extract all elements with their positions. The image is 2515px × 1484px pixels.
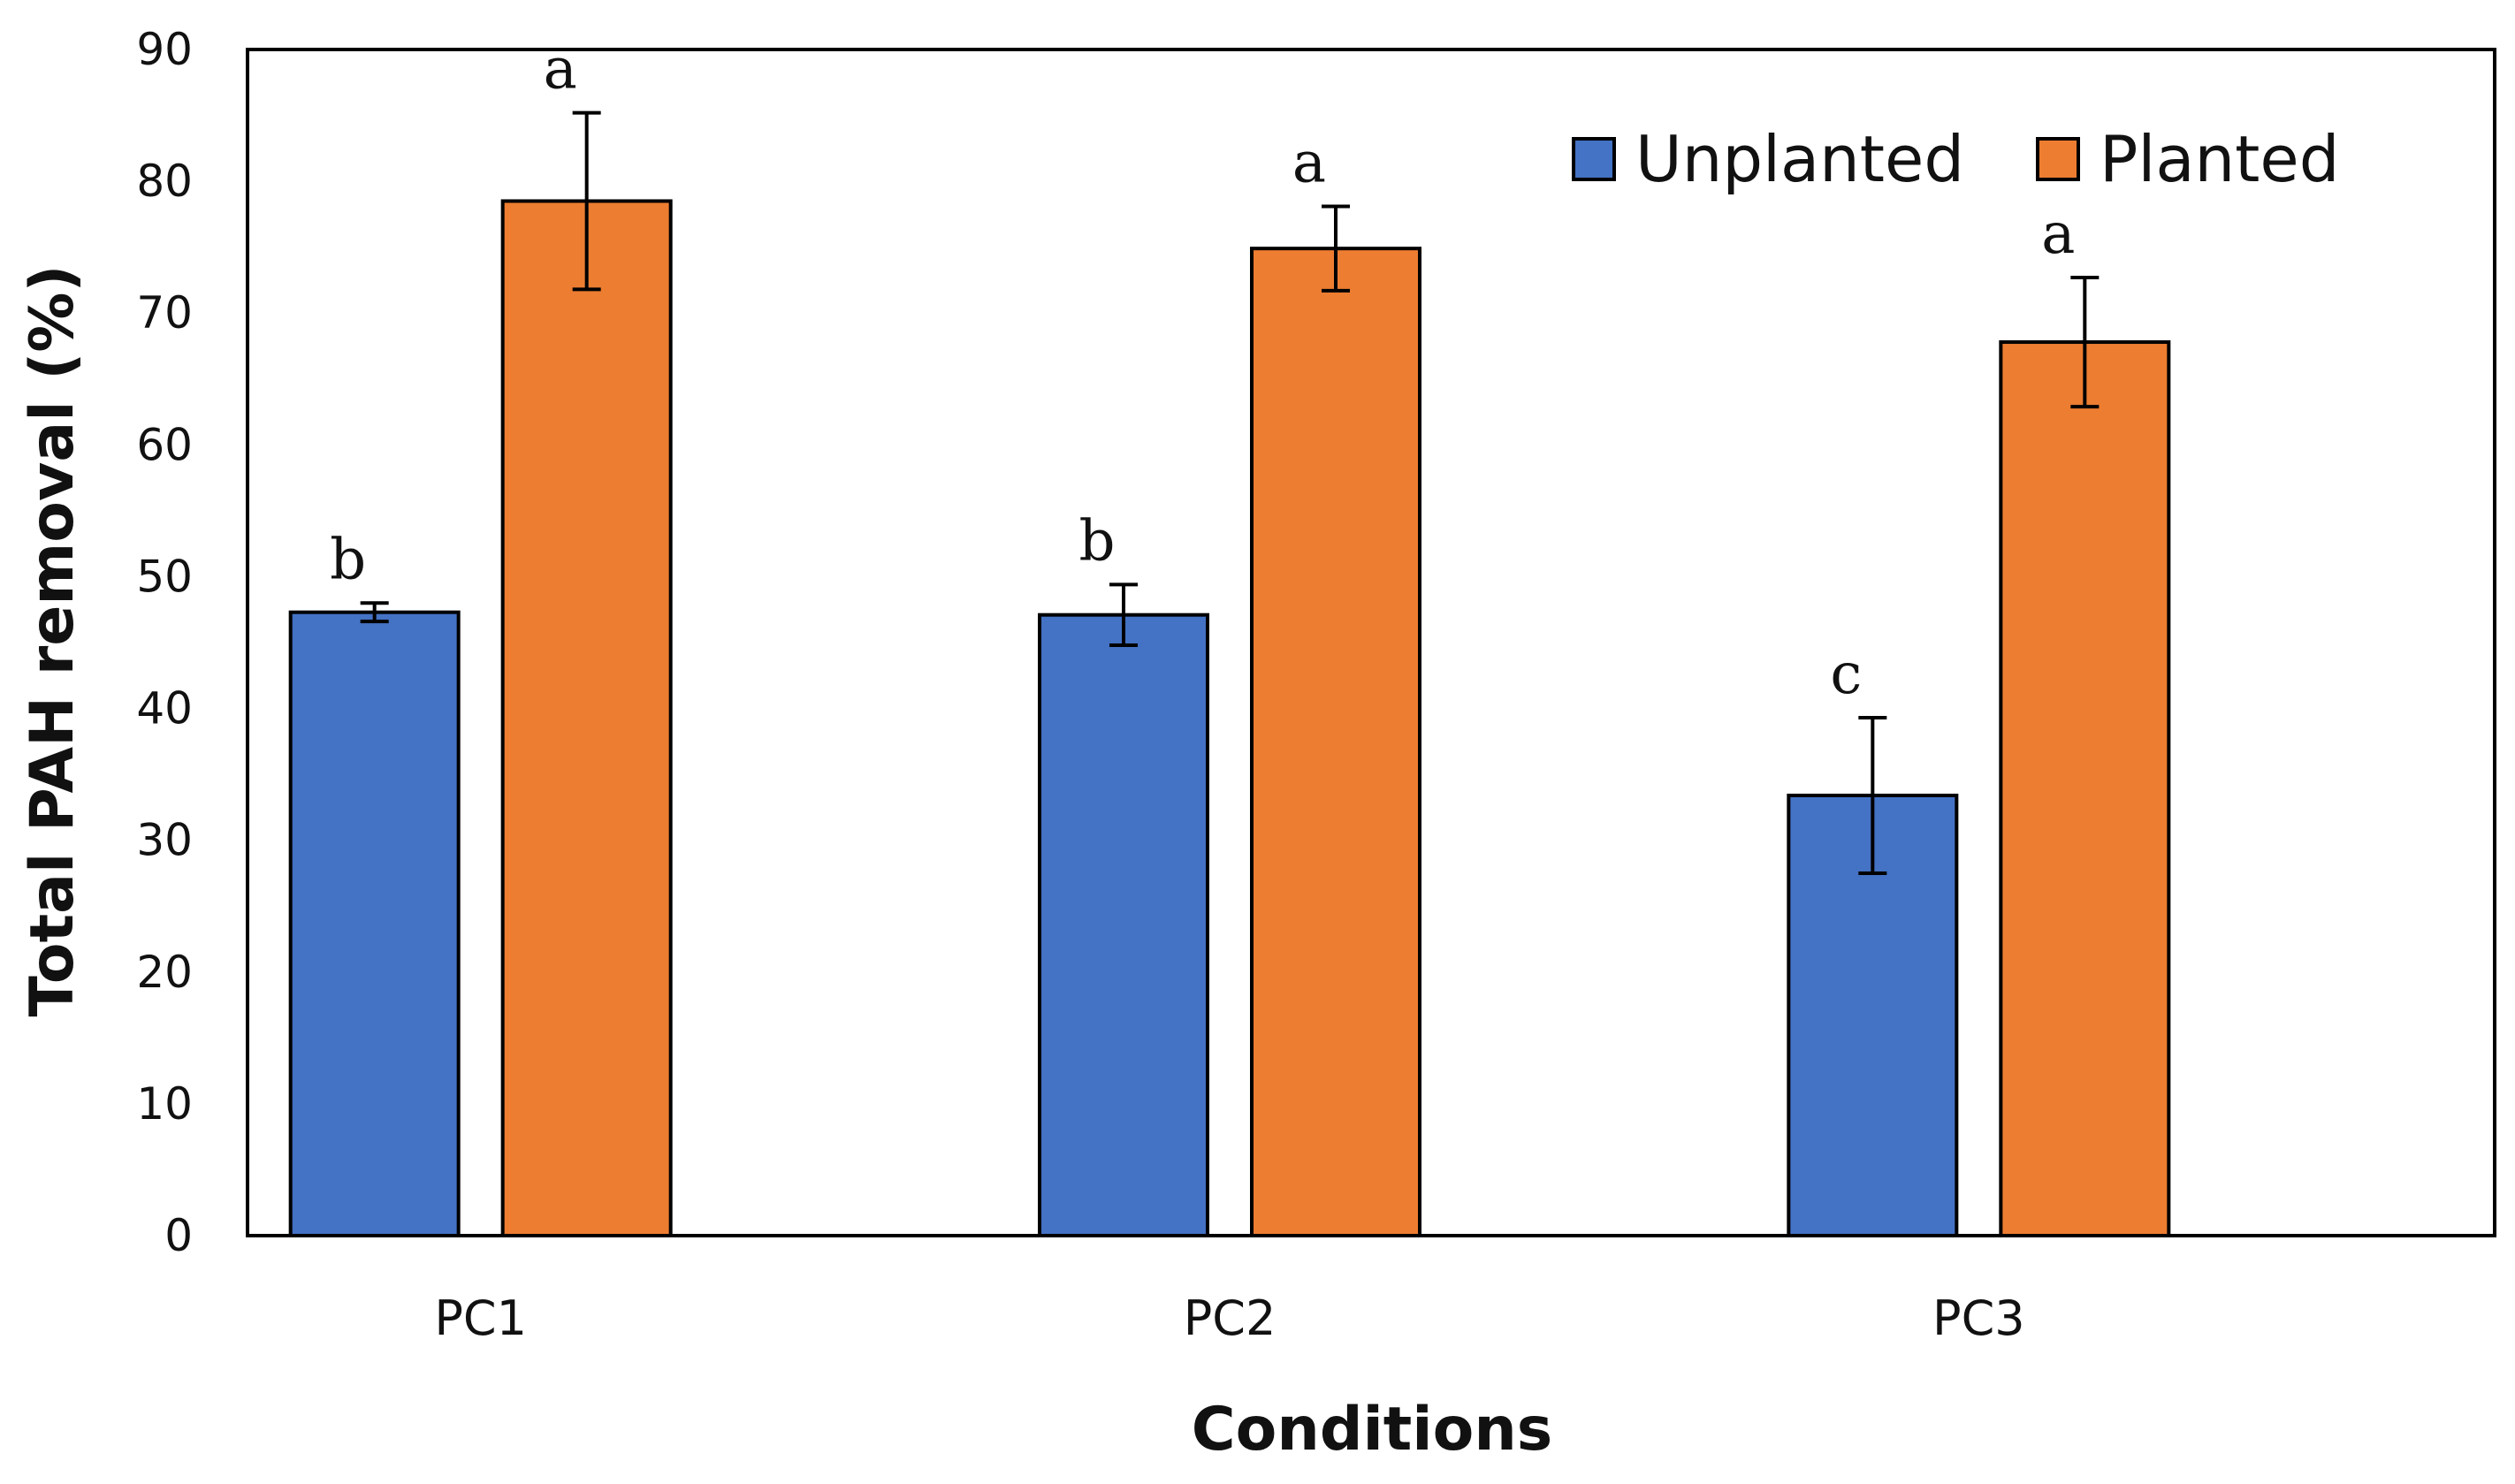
y-tick-label: 60 [136, 419, 193, 470]
significance-letter: b [1079, 508, 1116, 574]
y-tick-label: 50 [136, 551, 193, 602]
y-tick-label: 80 [136, 156, 193, 207]
y-tick-label: 40 [136, 683, 193, 734]
y-axis-title: Total PAH removal (%) [18, 265, 88, 1017]
y-tick-label: 70 [136, 287, 193, 339]
y-tick-label: 10 [136, 1078, 193, 1130]
legend: Unplanted Planted [1572, 122, 2339, 196]
y-tick-label: 30 [136, 815, 193, 866]
y-tick-label: 0 [164, 1210, 193, 1261]
bar-planted-pc1 [500, 199, 673, 1237]
bar-planted-pc2 [1250, 247, 1421, 1237]
legend-label-unplanted: Unplanted [1635, 122, 1964, 196]
bar-planted-pc3 [1999, 340, 2171, 1237]
category-label-pc3: PC3 [1932, 1290, 2025, 1346]
significance-letter: a [1292, 130, 1326, 195]
legend-label-planted: Planted [2100, 122, 2339, 196]
x-axis-title: Conditions [1192, 1395, 1552, 1465]
bars: b a b a c a [288, 37, 2171, 1237]
category-labels: PC1 PC2 PC3 [434, 1290, 2024, 1346]
y-tick-label: 20 [136, 947, 193, 998]
y-tick-label: 90 [136, 24, 193, 75]
legend-swatch-planted [2036, 137, 2080, 181]
significance-letter: b [330, 527, 366, 592]
category-label-pc1: PC1 [434, 1290, 527, 1346]
bar-unplanted-pc2 [1038, 613, 1209, 1237]
category-label-pc2: PC2 [1184, 1290, 1277, 1346]
legend-swatch-unplanted [1572, 137, 1616, 181]
bar-unplanted-pc1 [288, 610, 461, 1237]
significance-letter: a [544, 37, 577, 103]
significance-letter: a [2041, 202, 2075, 267]
y-axis-ticks: 0 10 20 30 40 50 60 70 80 90 [136, 24, 193, 1261]
significance-letter: c [1830, 642, 1862, 707]
